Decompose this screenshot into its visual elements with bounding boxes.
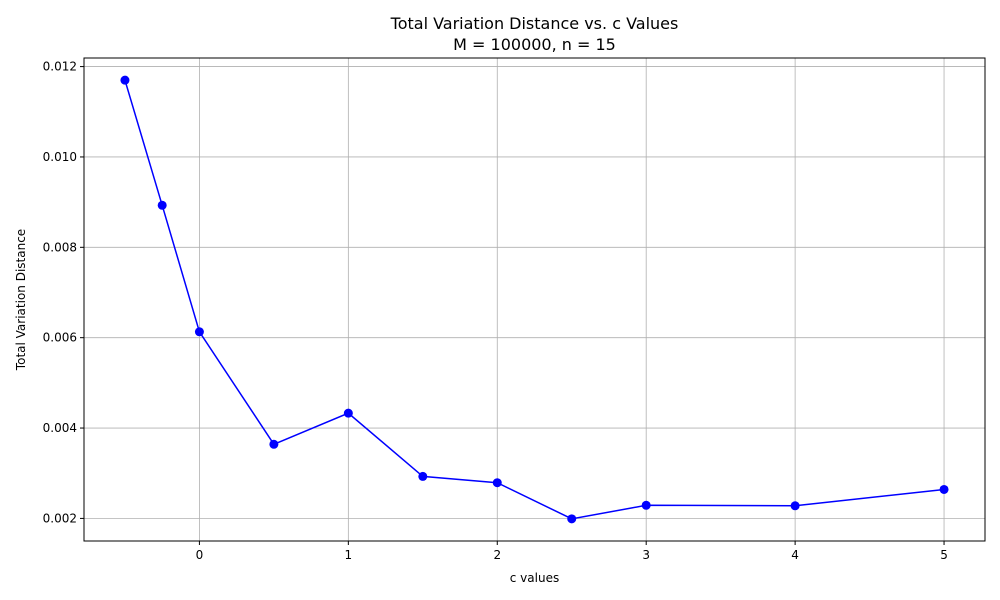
x-axis-label: c values — [510, 571, 559, 585]
data-series — [120, 75, 949, 524]
chart-subtitle: M = 100000, n = 15 — [453, 35, 616, 54]
chart-title: Total Variation Distance vs. c Values — [390, 14, 679, 33]
x-tick-label: 2 — [493, 548, 501, 562]
y-tick-label: 0.006 — [43, 331, 77, 345]
x-tick-label: 1 — [345, 548, 353, 562]
data-point — [939, 484, 949, 494]
data-point — [641, 500, 651, 510]
data-point — [790, 501, 800, 511]
data-point — [492, 478, 502, 488]
y-tick-label: 0.012 — [43, 60, 77, 74]
data-point — [120, 75, 130, 85]
y-tick-label: 0.002 — [43, 511, 77, 525]
y-tick-label: 0.008 — [43, 240, 77, 254]
axis-ticks: 0 1 2 3 4 5 0.002 0.004 0.006 0.008 0.010 0.012 — [43, 60, 948, 562]
plot-area-frame — [83, 57, 986, 542]
data-point — [418, 471, 428, 481]
x-tick-label: 4 — [791, 548, 799, 562]
y-tick-label: 0.010 — [43, 150, 77, 164]
series-line — [124, 79, 945, 520]
x-tick-label: 3 — [642, 548, 650, 562]
y-tick-label: 0.004 — [43, 421, 77, 435]
x-tick-label: 5 — [940, 548, 948, 562]
y-axis-label: Total Variation Distance — [14, 229, 28, 371]
x-tick-label: 0 — [196, 548, 204, 562]
grid-lines — [84, 58, 985, 541]
data-point — [343, 408, 353, 418]
data-point — [567, 514, 577, 524]
data-point — [157, 200, 167, 210]
data-point — [269, 439, 279, 449]
data-point — [194, 327, 204, 337]
